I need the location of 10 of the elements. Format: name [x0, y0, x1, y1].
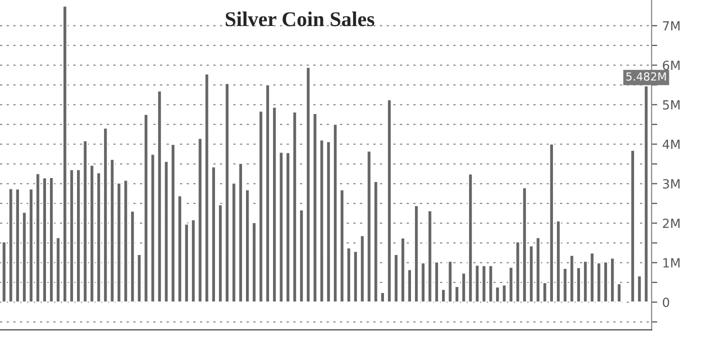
- y-tick-label: 2M: [662, 218, 680, 228]
- y-tick-label: 6M: [662, 60, 680, 70]
- chart-title: Silver Coin Sales: [226, 12, 374, 26]
- y-tick-label: 3M: [662, 179, 680, 189]
- y-tick-label: 4M: [662, 140, 680, 149]
- y-tick-label: 1M: [663, 258, 680, 268]
- y-tick-label: 0: [662, 298, 670, 308]
- y-tick-label: 7M: [663, 21, 680, 30]
- data-label: 5.482M: [626, 72, 666, 81]
- y-tick-label: 5M: [662, 100, 680, 110]
